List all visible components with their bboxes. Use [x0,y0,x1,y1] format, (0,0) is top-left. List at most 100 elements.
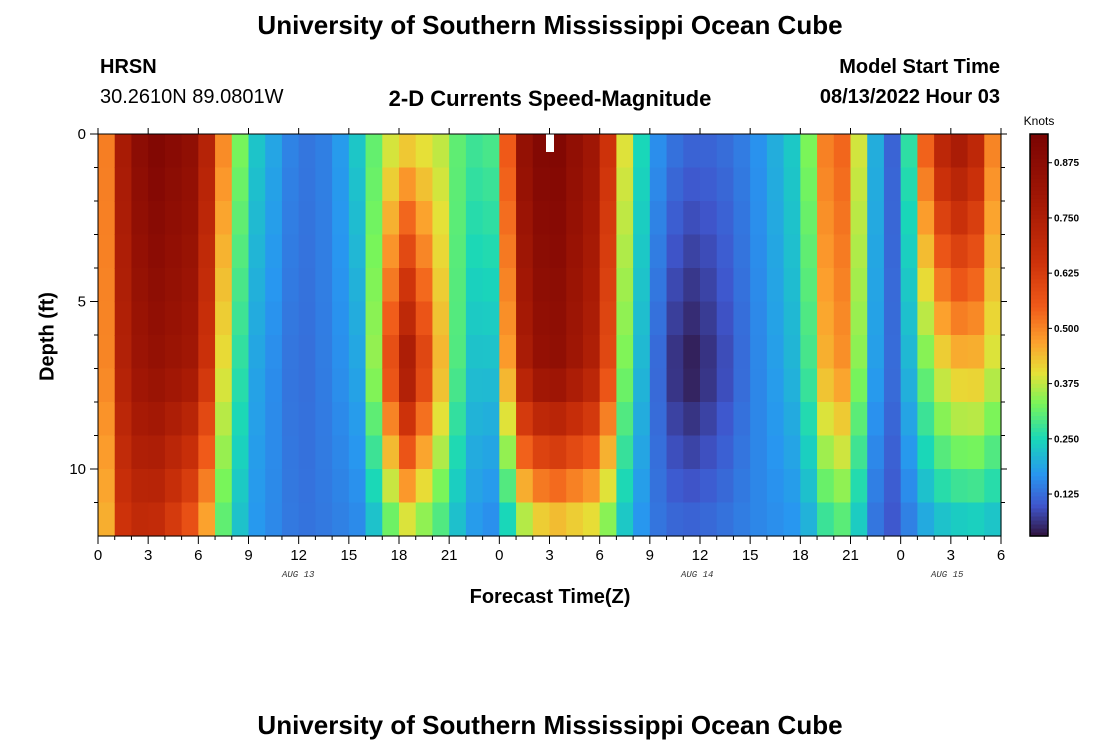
heatmap-cell [549,502,567,537]
heatmap-cell [432,335,450,370]
heatmap-cell [432,234,450,269]
heatmap-cell [716,167,735,202]
heatmap-cell [198,335,216,370]
heatmap-cell [164,435,183,470]
heatmap-cell [917,502,935,537]
heatmap-cell [148,368,166,403]
heatmap-cell [482,368,500,403]
heatmap-cell [867,402,885,437]
chart-subtitle: 2-D Currents Speed-Magnitude [388,86,712,111]
colorbar-segment [1030,423,1048,429]
heatmap-cell [499,268,517,303]
heatmap-cell [315,201,333,236]
heatmap-cell [666,268,684,303]
heatmap-cell [700,134,718,169]
heatmap-cell [332,502,350,537]
heatmap-cell [716,134,735,169]
heatmap-cell [415,502,434,537]
colorbar-segment [1030,343,1048,348]
heatmap-cell [850,234,868,269]
heatmap-cell [649,368,668,403]
heatmap-cell [649,435,668,470]
heatmap-cell [516,134,534,169]
heatmap-gap-marker [546,134,554,152]
heatmap-cell [248,502,266,537]
heatmap-cell [348,234,367,269]
heatmap-cell [917,335,935,370]
heatmap-cell [98,134,116,169]
heatmap-cell [750,167,768,202]
heatmap-cell [98,167,116,202]
colorbar-segment [1030,455,1048,461]
heatmap-cell [800,402,818,437]
heatmap-cell [532,234,551,269]
x-tick-label: 18 [391,547,408,564]
colorbar-segment [1030,503,1048,509]
heatmap-cell [315,134,333,169]
heatmap-cell [532,502,551,537]
heatmap-cell [616,234,634,269]
heatmap-cell [281,435,300,470]
heatmap-cell [181,335,199,370]
heatmap-cell [131,435,149,470]
heatmap-cell [114,234,133,269]
heatmap-cell [98,301,116,336]
heatmap-cell [265,268,283,303]
heatmap-cell [231,134,250,169]
heatmap-cell [365,268,383,303]
heatmap-cell [817,201,835,236]
heatmap-cell [432,435,450,470]
heatmap-cell [616,502,634,537]
heatmap-cell [633,201,651,236]
heatmap-cell [231,335,250,370]
heatmap-cell [131,469,149,504]
colorbar-segment [1030,527,1048,533]
heatmap-cell [900,201,918,236]
heatmap-cell [950,368,969,403]
heatmap-cell [616,268,634,303]
heatmap-cell [683,368,701,403]
heatmap-cell [516,502,534,537]
heatmap-cell [231,469,250,504]
heatmap-cell [215,301,233,336]
heatmap-cell [582,167,601,202]
heatmap-cell [733,167,751,202]
heatmap-cell [499,167,517,202]
heatmap-cell [850,368,868,403]
heatmap-cell [181,268,199,303]
colorbar-segment [1030,258,1048,264]
heatmap-cell [215,335,233,370]
heatmap-cell [516,268,534,303]
heatmap-cell [783,167,801,202]
heatmap-cell [532,335,551,370]
colorbar-tick-label: 0.125 [1054,490,1079,501]
heatmap-cell [215,435,233,470]
heatmap-cell [700,335,718,370]
colorbar-segment [1030,154,1048,159]
heatmap-cell [231,167,250,202]
heatmap-cell [449,134,467,169]
heatmap-cell [984,435,1002,470]
heatmap-cell [766,435,785,470]
heatmap-cell [750,268,768,303]
heatmap-cell [164,234,183,269]
colorbar-segment [1030,238,1048,244]
heatmap-cell [399,301,417,336]
colorbar-segment [1030,278,1048,284]
colorbar-segment [1030,443,1048,449]
heatmap-cell [633,435,651,470]
heatmap-cell [549,402,567,437]
heatmap-cell [315,402,333,437]
colorbar-segment [1030,511,1048,517]
heatmap-cell [733,335,751,370]
heatmap-cell [633,234,651,269]
heatmap-cell [967,402,985,437]
colorbar-segment [1030,471,1048,477]
heatmap-cell [900,402,918,437]
heatmap-cell [382,469,400,504]
heatmap-cell [432,167,450,202]
heatmap-cell [633,469,651,504]
heatmap-cell [298,402,316,437]
heatmap-cell [215,368,233,403]
colorbar-segment [1030,246,1048,252]
